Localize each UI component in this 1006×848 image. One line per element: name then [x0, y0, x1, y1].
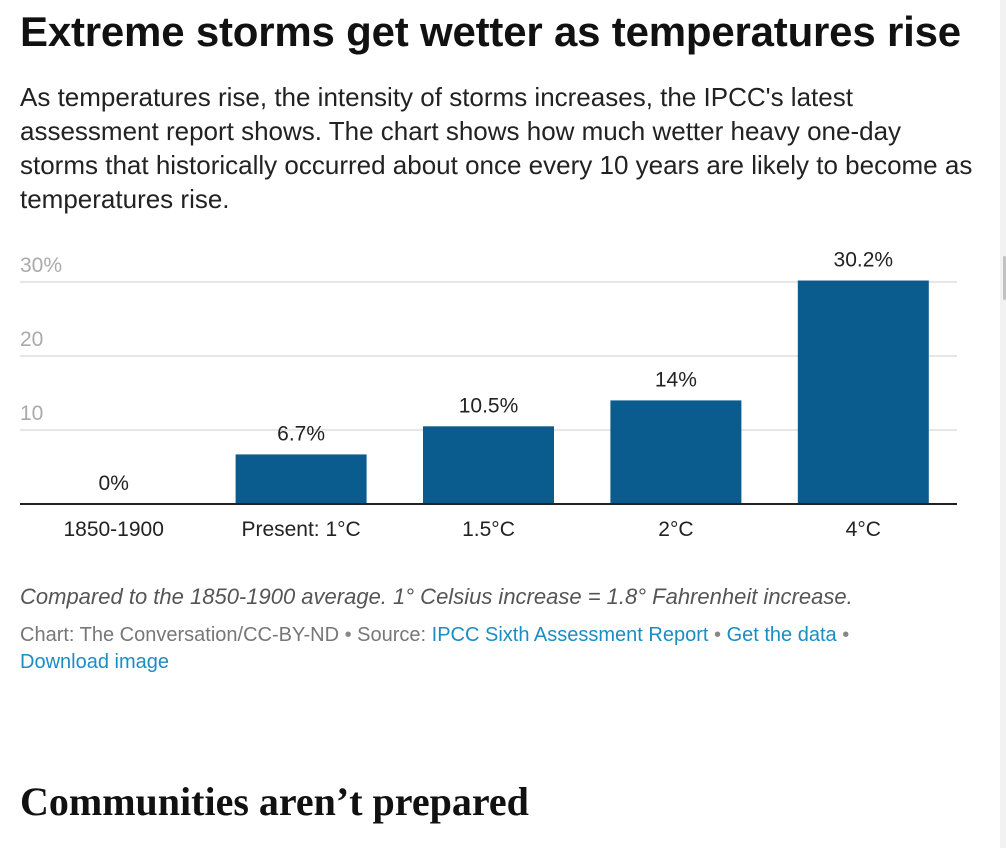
data-label: 14%	[655, 368, 697, 391]
credit-text: Chart: The Conversation/CC-BY-ND	[20, 624, 340, 646]
source-link[interactable]: IPCC Sixth Assessment Report	[431, 624, 709, 646]
y-tick-label: 30%	[20, 254, 62, 277]
data-label: 0%	[99, 472, 129, 495]
chart-subtitle: As temperatures rise, the intensity of s…	[20, 82, 973, 214]
source-label: Source:	[357, 624, 427, 646]
chart-title: Extreme storms get wetter as temperature…	[20, 8, 961, 55]
bar	[797, 280, 929, 504]
bar	[235, 454, 367, 504]
download-image-link[interactable]: Download image	[20, 651, 169, 673]
bar-chart: 10 20 30% 0% 1850-1900 6.7% Present: 1°C 10.5% 1…	[20, 249, 957, 541]
separator: •	[714, 624, 722, 646]
y-tick-label: 10	[20, 402, 43, 425]
scrollbar-thumb[interactable]	[1003, 256, 1006, 300]
data-label: 6.7%	[277, 422, 325, 445]
get-data-link[interactable]: Get the data	[726, 624, 837, 646]
chart-credits: Chart: The Conversation/CC-BY-ND • Sourc…	[20, 622, 960, 676]
x-tick-label: 4°C	[846, 518, 881, 541]
data-label: 30.2%	[834, 249, 894, 272]
x-tick-label: 1850-1900	[63, 518, 163, 541]
scrollbar[interactable]	[1000, 0, 1006, 848]
bar	[423, 426, 554, 504]
chart-note: Compared to the 1850-1900 average. 1° Ce…	[20, 584, 853, 609]
separator: •	[842, 624, 850, 646]
x-tick-label: 2°C	[658, 518, 693, 541]
section-heading: Communities aren’t prepared	[20, 779, 529, 824]
x-tick-label: 1.5°C	[462, 518, 515, 541]
data-label: 10.5%	[459, 394, 519, 417]
bar	[610, 400, 742, 504]
y-tick-label: 20	[20, 328, 43, 351]
x-tick-label: Present: 1°C	[241, 518, 360, 541]
separator: •	[344, 624, 352, 646]
